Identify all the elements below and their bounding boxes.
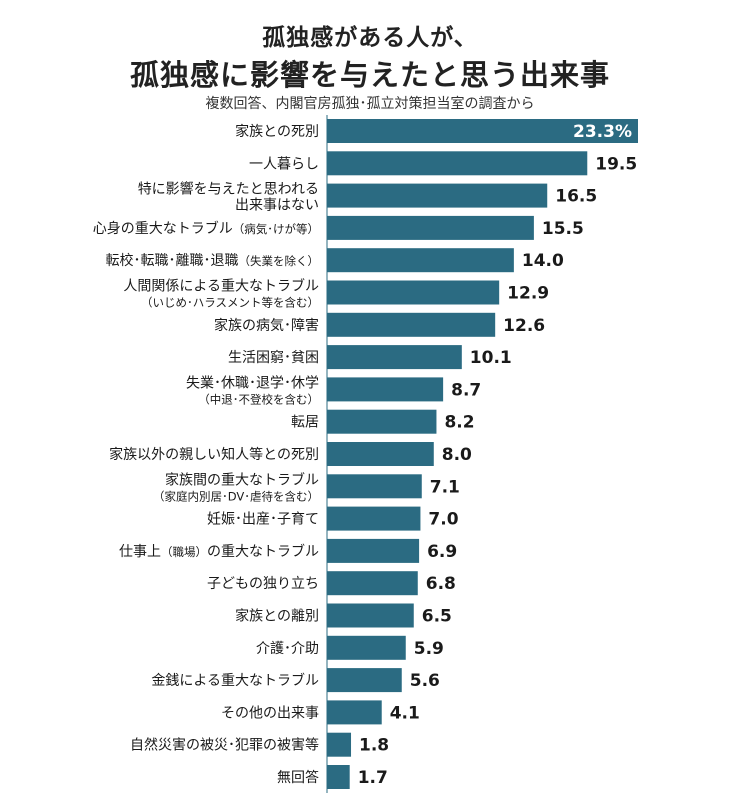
bar-value-label: 6.8 <box>426 574 456 594</box>
category-label: 失業･休職･退学･休学 <box>186 375 319 391</box>
category-label-main: 転居 <box>291 415 319 431</box>
bar-value-label: 1.7 <box>358 768 388 788</box>
category-label: 自然災害の被災･犯罪の被害等 <box>130 737 319 754</box>
category-label-main: 子どもの独り立ち <box>207 576 319 592</box>
category-sublabel: 出来事はない <box>235 198 319 214</box>
category-label: 家族以外の親しい知人等との死別 <box>109 446 319 463</box>
bar <box>327 765 350 789</box>
chart-subtitle: 複数回答、内閣官房孤独･孤立対策担当室の調査から <box>205 96 535 112</box>
bar-value-label: 19.5 <box>595 154 637 174</box>
category-label-main: 家族以外の親しい知人等との死別 <box>109 446 319 463</box>
bar <box>327 312 496 337</box>
bar-value-label: 14.0 <box>522 251 564 271</box>
bar-value-label: 6.5 <box>422 607 452 627</box>
category-label: 子どもの独り立ち <box>207 576 319 592</box>
category-sublabel: （家庭内別居･DV･虐待を含む） <box>153 489 319 503</box>
category-label-note: （病気･けが等） <box>233 222 319 236</box>
category-label-main: 一人暮らし <box>249 156 319 172</box>
bar-value-label: 8.2 <box>444 413 474 433</box>
category-label-main: 心身の重大なトラブル <box>93 220 233 237</box>
category-label: 家族の病気･障害 <box>214 317 319 334</box>
bar-value-label: 15.5 <box>542 219 584 239</box>
bar <box>327 345 462 370</box>
category-label: 一人暮らし <box>249 156 319 172</box>
category-label: 心身の重大なトラブル（病気･けが等） <box>93 220 319 237</box>
bar <box>327 377 444 402</box>
category-label-main: 生活困窮･貧困 <box>228 350 319 366</box>
category-label-main: 転校･転職･離職･退職 <box>106 252 239 269</box>
bar <box>327 215 534 240</box>
category-label: その他の出来事 <box>221 705 319 721</box>
category-label-tail: の重大なトラブル <box>207 543 319 560</box>
category-label: 金銭による重大なトラブル <box>151 672 319 689</box>
category-label-note: （職場） <box>161 545 207 559</box>
bar-value-label: 7.0 <box>428 510 458 530</box>
category-label: 妊娠･出産･子育て <box>207 512 319 528</box>
bar <box>327 538 420 563</box>
bar <box>327 151 588 176</box>
bar <box>327 700 382 725</box>
category-label: 人間関係による重大なトラブル <box>123 278 319 295</box>
category-label-main: 金銭による重大なトラブル <box>151 672 319 689</box>
bar <box>327 442 434 466</box>
bar-value-label: 10.1 <box>470 348 512 368</box>
bar-value-label: 5.6 <box>410 671 440 691</box>
bar-value-label: 16.5 <box>555 187 597 207</box>
category-label: 生活困窮･貧困 <box>228 350 319 366</box>
bar-value-label: 8.7 <box>451 380 481 400</box>
bar <box>327 506 421 531</box>
bar-value-label: 23.3% <box>573 122 632 142</box>
category-label: 特に影響を与えたと思われる <box>138 181 319 198</box>
category-label: 介護･介助 <box>256 641 319 657</box>
bar <box>327 409 437 434</box>
bar-value-label: 1.8 <box>359 736 389 756</box>
bar <box>327 603 414 628</box>
bar <box>327 732 352 757</box>
category-label: 転居 <box>291 415 319 431</box>
category-label-main: 妊娠･出産･子育て <box>207 512 319 528</box>
category-label-main: 家族との死別 <box>235 123 319 140</box>
category-label-note: （失業を除く） <box>239 254 320 268</box>
bar <box>327 280 500 305</box>
bar <box>327 183 548 208</box>
bar-value-label: 5.9 <box>414 639 444 659</box>
category-label-main: その他の出来事 <box>221 705 319 721</box>
category-label: 家族との死別 <box>235 123 319 140</box>
category-sublabel: （中退･不登校を含む） <box>198 392 319 406</box>
category-label-main: 仕事上 <box>119 544 161 560</box>
bar <box>327 474 422 499</box>
bar-value-label: 6.9 <box>427 542 457 562</box>
category-label-main: 自然災害の被災･犯罪の被害等 <box>130 737 319 754</box>
bar <box>327 119 638 143</box>
bar-value-label: 8.0 <box>442 445 472 465</box>
bar <box>327 571 418 596</box>
category-label: 転校･転職･離職･退職（失業を除く） <box>106 252 320 269</box>
category-sublabel: （いじめ･ハラスメント等を含む） <box>141 296 319 310</box>
bar <box>327 668 402 693</box>
category-label: 家族との離別 <box>235 608 319 625</box>
category-label: 仕事上（職場）の重大なトラブル <box>119 543 319 560</box>
bar <box>327 248 514 273</box>
category-label-main: 家族の病気･障害 <box>214 317 319 334</box>
category-label: 無回答 <box>277 769 319 786</box>
bar-value-label: 12.6 <box>503 316 545 336</box>
category-label-main: 家族との離別 <box>235 608 319 625</box>
bar-value-label: 4.1 <box>390 703 420 723</box>
category-label: 家族間の重大なトラブル <box>165 471 319 488</box>
chart-title-line1: 孤独感がある人が、 <box>262 25 478 51</box>
chart-title-line2: 孤独感に影響を与えたと思う出来事 <box>129 58 610 92</box>
bar <box>327 635 406 660</box>
category-label-main: 無回答 <box>277 769 319 786</box>
bar-value-label: 12.9 <box>507 284 549 304</box>
category-label-main: 介護･介助 <box>256 641 319 657</box>
bar-value-label: 7.1 <box>430 477 460 497</box>
